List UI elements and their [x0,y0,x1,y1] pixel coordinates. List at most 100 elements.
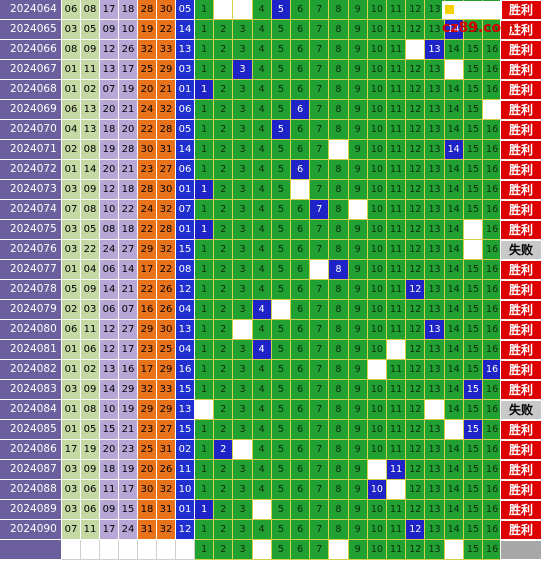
board-number-cell: 13 [425,400,445,420]
drawn-number-cell: 14 [100,380,119,400]
drawn-number-cell: 08 [81,400,100,420]
board-number-cell: 1 [195,320,215,340]
board-number-cell: 15 [463,540,483,560]
board-number-cell: 2 [214,360,234,380]
board-number-cell: 6 [291,20,311,40]
drawn-number-cell: 06 [100,260,119,280]
drawn-number-cell: 05 [81,20,100,40]
drawn-number-cell: 27 [119,240,138,260]
drawn-number-cell: 08 [81,0,100,20]
drawn-number-cell: 09 [81,380,100,400]
board-number-cell: 10 [367,180,387,200]
board-number-cell: 10 [367,20,387,40]
board-number-cell: 9 [348,300,368,320]
drawn-number-cell: 17 [100,520,119,540]
drawn-number-cell: 28 [138,0,157,20]
period-cell: 2024089 [0,500,62,520]
drawn-number-cell: 03 [62,240,81,260]
drawn-number-cell: 18 [119,180,138,200]
board-number-cell: 8 [329,380,349,400]
board-number-cell: 6 [291,100,311,120]
drawn-number-cell: 08 [100,220,119,240]
drawn-number-cell: 12 [100,340,119,360]
board-number-cell: 5 [271,120,291,140]
board-number-cell: 4 [252,80,272,100]
board-number-cell: 9 [348,40,368,60]
board-number-cell: 2 [214,160,234,180]
drawn-number-cell: 29 [138,320,157,340]
board-number-cell: 8 [329,300,349,320]
board-number-cell: 13 [425,80,445,100]
result-badge: 胜利 [500,80,542,100]
board-number-cell: 15 [463,280,483,300]
board-number-cell: 10 [367,220,387,240]
board-number-cell: 9 [348,280,368,300]
drawn-number-cell: 25 [138,60,157,80]
drawn-number-cell: 17 [119,60,138,80]
board-number-cell: 8 [329,120,349,140]
board-number-cell: 5 [271,400,291,420]
board-number-cell: 13 [425,280,445,300]
drawn-number-cell: 28 [119,140,138,160]
result-badge: 胜利 [500,160,542,180]
board-number-cell: 5 [271,180,291,200]
board-number-cell: 14 [444,140,464,160]
drawn-number-cell: 20 [138,460,157,480]
board-number-cell: 9 [348,380,368,400]
board-number-cell: 4 [252,40,272,60]
board-number-cell: 13 [425,220,445,240]
board-number-cell: 10 [367,500,387,520]
drawn-number-cell: 08 [81,200,100,220]
drawn-number-cell: 01 [62,260,81,280]
board-number-cell: 10 [367,400,387,420]
board-number-cell: 11 [387,280,407,300]
board-number-cell: 2 [214,420,234,440]
board-number-cell: 5 [271,340,291,360]
drawn-number-cell: 13 [100,360,119,380]
board-number-cell: 5 [271,320,291,340]
board-number-cell: 8 [329,540,349,560]
drawn-number-cell: 01 [62,160,81,180]
result-badge: 胜利 [500,360,542,380]
period-cell: 2024069 [0,100,62,120]
period-cell: 2024064 [0,0,62,20]
period-cell: 2024068 [0,80,62,100]
drawn-number-cell: 06 [81,480,100,500]
board-number-cell: 9 [348,80,368,100]
board-number-cell: 8 [329,40,349,60]
drawn-number-cell: 26 [157,280,176,300]
board-number-cell: 14 [444,200,464,220]
drawn-number-cell: 15 [119,500,138,520]
period-cell: 2024065 [0,20,62,40]
drawn-number-cell: 32 [138,380,157,400]
drawn-number-cell: 03 [62,500,81,520]
drawn-number-cell: 09 [100,500,119,520]
board-number-cell: 3 [233,140,253,160]
board-number-cell: 12 [406,160,426,180]
drawn-number-cell: 01 [62,60,81,80]
drawn-number-cell: 10 [100,200,119,220]
drawn-number-cell: 21 [119,100,138,120]
board-number-cell: 8 [329,240,349,260]
board-number-cell: 3 [233,480,253,500]
drawn-number-cell: 32 [157,240,176,260]
drawn-number-cell: 03 [62,180,81,200]
board-number-cell: 3 [233,280,253,300]
board-number-cell: 10 [367,260,387,280]
board-number-cell: 5 [271,60,291,80]
board-number-cell: 11 [387,460,407,480]
board-number-cell: 5 [271,0,291,20]
result-badge-empty [500,540,542,560]
drawn-number-cell: 19 [119,400,138,420]
board-number-cell: 2 [214,200,234,220]
board-number-cell: 12 [406,440,426,460]
board-number-cell: 2 [214,340,234,360]
drawn-number-cell: 25 [157,340,176,360]
board-number-cell: 4 [252,500,272,520]
drawn-number-cell: 15 [176,240,195,260]
board-number-cell: 15 [463,140,483,160]
result-badge: 胜利 [500,480,542,500]
board-number-cell: 2 [214,380,234,400]
board-number-cell: 4 [252,380,272,400]
board-number-cell: 14 [444,160,464,180]
